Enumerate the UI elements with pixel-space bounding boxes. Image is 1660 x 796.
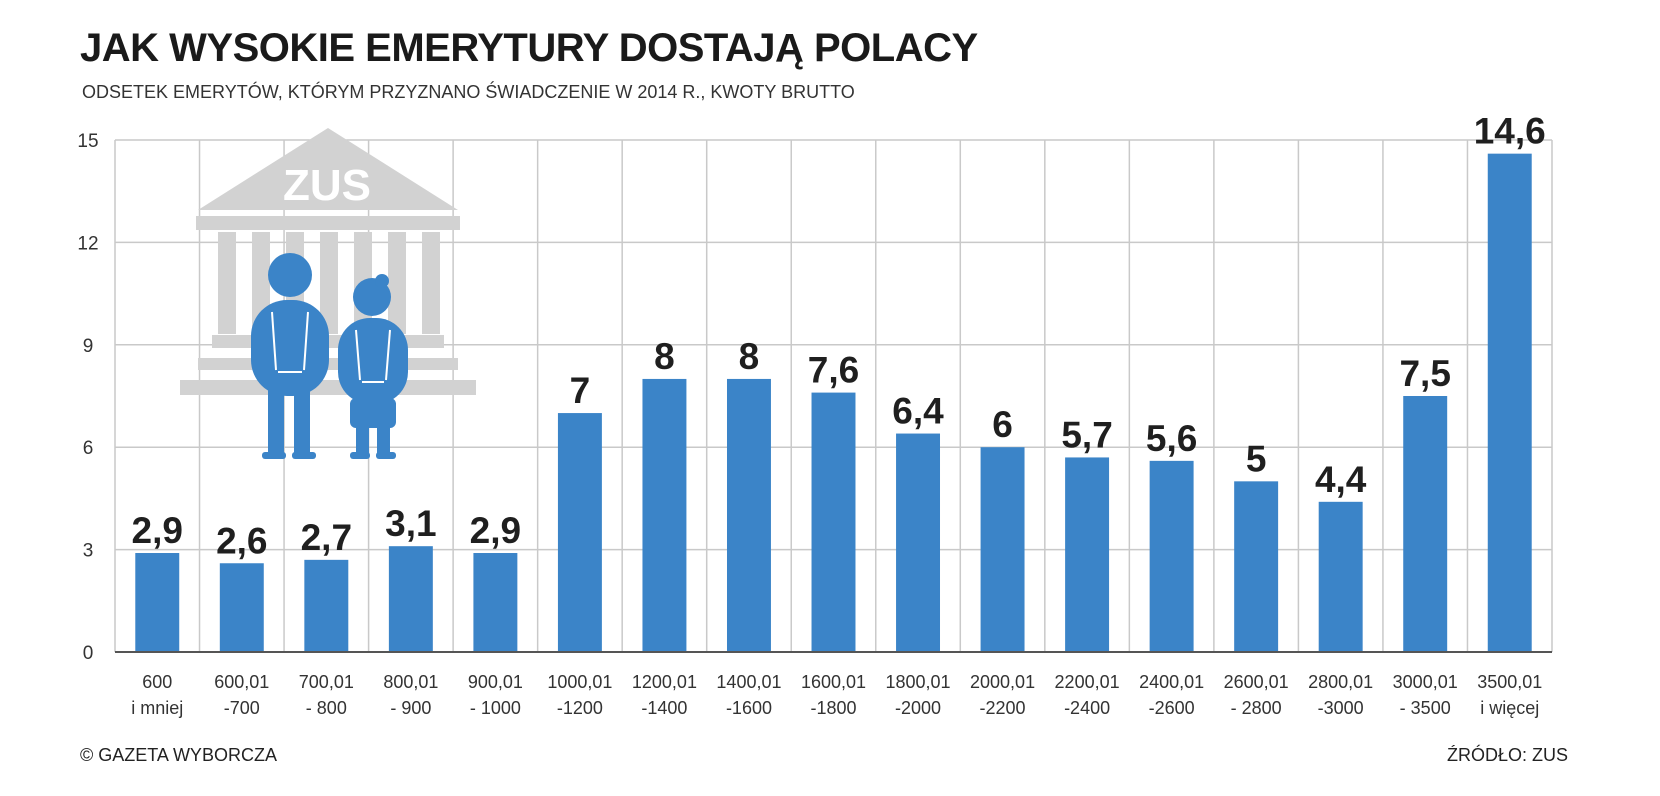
x-tick-label: 900,01 [468, 672, 523, 692]
bar [1487, 153, 1532, 653]
source-note: ŹRÓDŁO: ZUS [1446, 745, 1568, 765]
elderly-man-icon [251, 253, 329, 459]
y-tick-label: 3 [83, 541, 94, 562]
data-label: 14,6 [1474, 111, 1546, 152]
x-tick-label: -1600 [726, 698, 772, 718]
data-label: 5 [1246, 438, 1267, 479]
bar [811, 392, 856, 652]
data-label: 7,6 [808, 350, 859, 391]
bar [304, 559, 349, 652]
axes: 0 3 6 9 12 15 600 i mniej 600,01 -700 700,01 - 800 8… [77, 131, 1552, 718]
x-tick-label: 600 [142, 672, 172, 692]
y-tick-label: 12 [77, 233, 98, 254]
zus-illustration: ZUS [180, 128, 476, 459]
data-label: 2,9 [132, 510, 183, 551]
data-label: 6,4 [892, 391, 944, 432]
x-tick-label: -2000 [895, 698, 941, 718]
x-tick-label: 700,01 [299, 672, 354, 692]
data-label: 2,6 [216, 520, 267, 561]
bar [1065, 457, 1110, 652]
x-tick-label: 1600,01 [801, 672, 866, 692]
x-tick-label: - 2800 [1231, 698, 1282, 718]
x-tick-label: 1800,01 [885, 672, 950, 692]
building-label: ZUS [283, 161, 371, 210]
data-label: 8 [739, 336, 760, 377]
y-tick-label: 0 [83, 643, 94, 664]
bars [135, 153, 1532, 653]
value-labels: 2,9 2,6 2,7 3,1 2,9 7 8 8 7,6 6,4 6 5,7 5,6 5 4,4 7,5 14… [132, 111, 1546, 562]
x-tick-label: 3500,01 [1477, 672, 1542, 692]
x-tick-label: 1200,01 [632, 672, 697, 692]
bar [642, 378, 687, 652]
x-tick-label: -2600 [1149, 698, 1195, 718]
bar [980, 447, 1025, 652]
y-tick-label: 6 [83, 438, 94, 459]
x-tick-label: - 1000 [470, 698, 521, 718]
x-tick-label: 1400,01 [716, 672, 781, 692]
data-label: 3,1 [385, 503, 436, 544]
x-tick-label: -2400 [1064, 698, 1110, 718]
bar [219, 563, 264, 652]
bar [557, 413, 602, 652]
bar [896, 433, 941, 652]
x-tick-label: 600,01 [214, 672, 269, 692]
copyright-note: © GAZETA WYBORCZA [80, 745, 277, 765]
x-tick-label: 2200,01 [1055, 672, 1120, 692]
data-label: 5,6 [1146, 418, 1197, 459]
x-tick-label: -1400 [641, 698, 687, 718]
data-label: 4,4 [1315, 459, 1367, 500]
elderly-woman-icon [338, 274, 408, 459]
data-label: 6 [992, 404, 1013, 445]
data-label: 7 [570, 370, 591, 411]
x-tick-label: -700 [224, 698, 260, 718]
data-label: 2,7 [301, 517, 352, 558]
x-tick-label: 2800,01 [1308, 672, 1373, 692]
bar [1403, 396, 1448, 652]
x-tick-label: -3000 [1318, 698, 1364, 718]
x-tick-label: -2200 [980, 698, 1026, 718]
x-tick-label: i mniej [131, 698, 183, 718]
bar [388, 546, 433, 652]
chart-title: JAK WYSOKIE EMERYTURY DOSTAJĄ POLACY [80, 26, 978, 70]
x-tick-label: 2600,01 [1224, 672, 1289, 692]
data-label: 7,5 [1399, 353, 1450, 394]
x-tick-label: - 3500 [1400, 698, 1451, 718]
bar [1149, 460, 1194, 652]
x-tick-label: 2400,01 [1139, 672, 1204, 692]
x-tick-label: - 800 [306, 698, 347, 718]
x-tick-label: 3000,01 [1393, 672, 1458, 692]
bar [726, 378, 771, 652]
x-tick-label: 2000,01 [970, 672, 1035, 692]
bar [135, 553, 180, 652]
data-label: 8 [654, 336, 675, 377]
x-tick-label: -1800 [810, 698, 856, 718]
x-tick-label: 800,01 [383, 672, 438, 692]
data-label: 2,9 [470, 510, 521, 551]
chart-subtitle: ODSETEK EMERYTÓW, KTÓRYM PRZYZNANO ŚWIAD… [82, 82, 855, 102]
x-tick-label: 1000,01 [547, 672, 612, 692]
bar [1318, 501, 1363, 652]
y-tick-label: 9 [83, 336, 94, 357]
y-tick-label: 15 [77, 131, 98, 152]
data-label: 5,7 [1061, 414, 1112, 455]
x-tick-label: - 900 [390, 698, 431, 718]
bar [473, 553, 518, 652]
x-tick-label: -1200 [557, 698, 603, 718]
bar [1234, 481, 1279, 652]
x-tick-label: i więcej [1480, 698, 1539, 718]
